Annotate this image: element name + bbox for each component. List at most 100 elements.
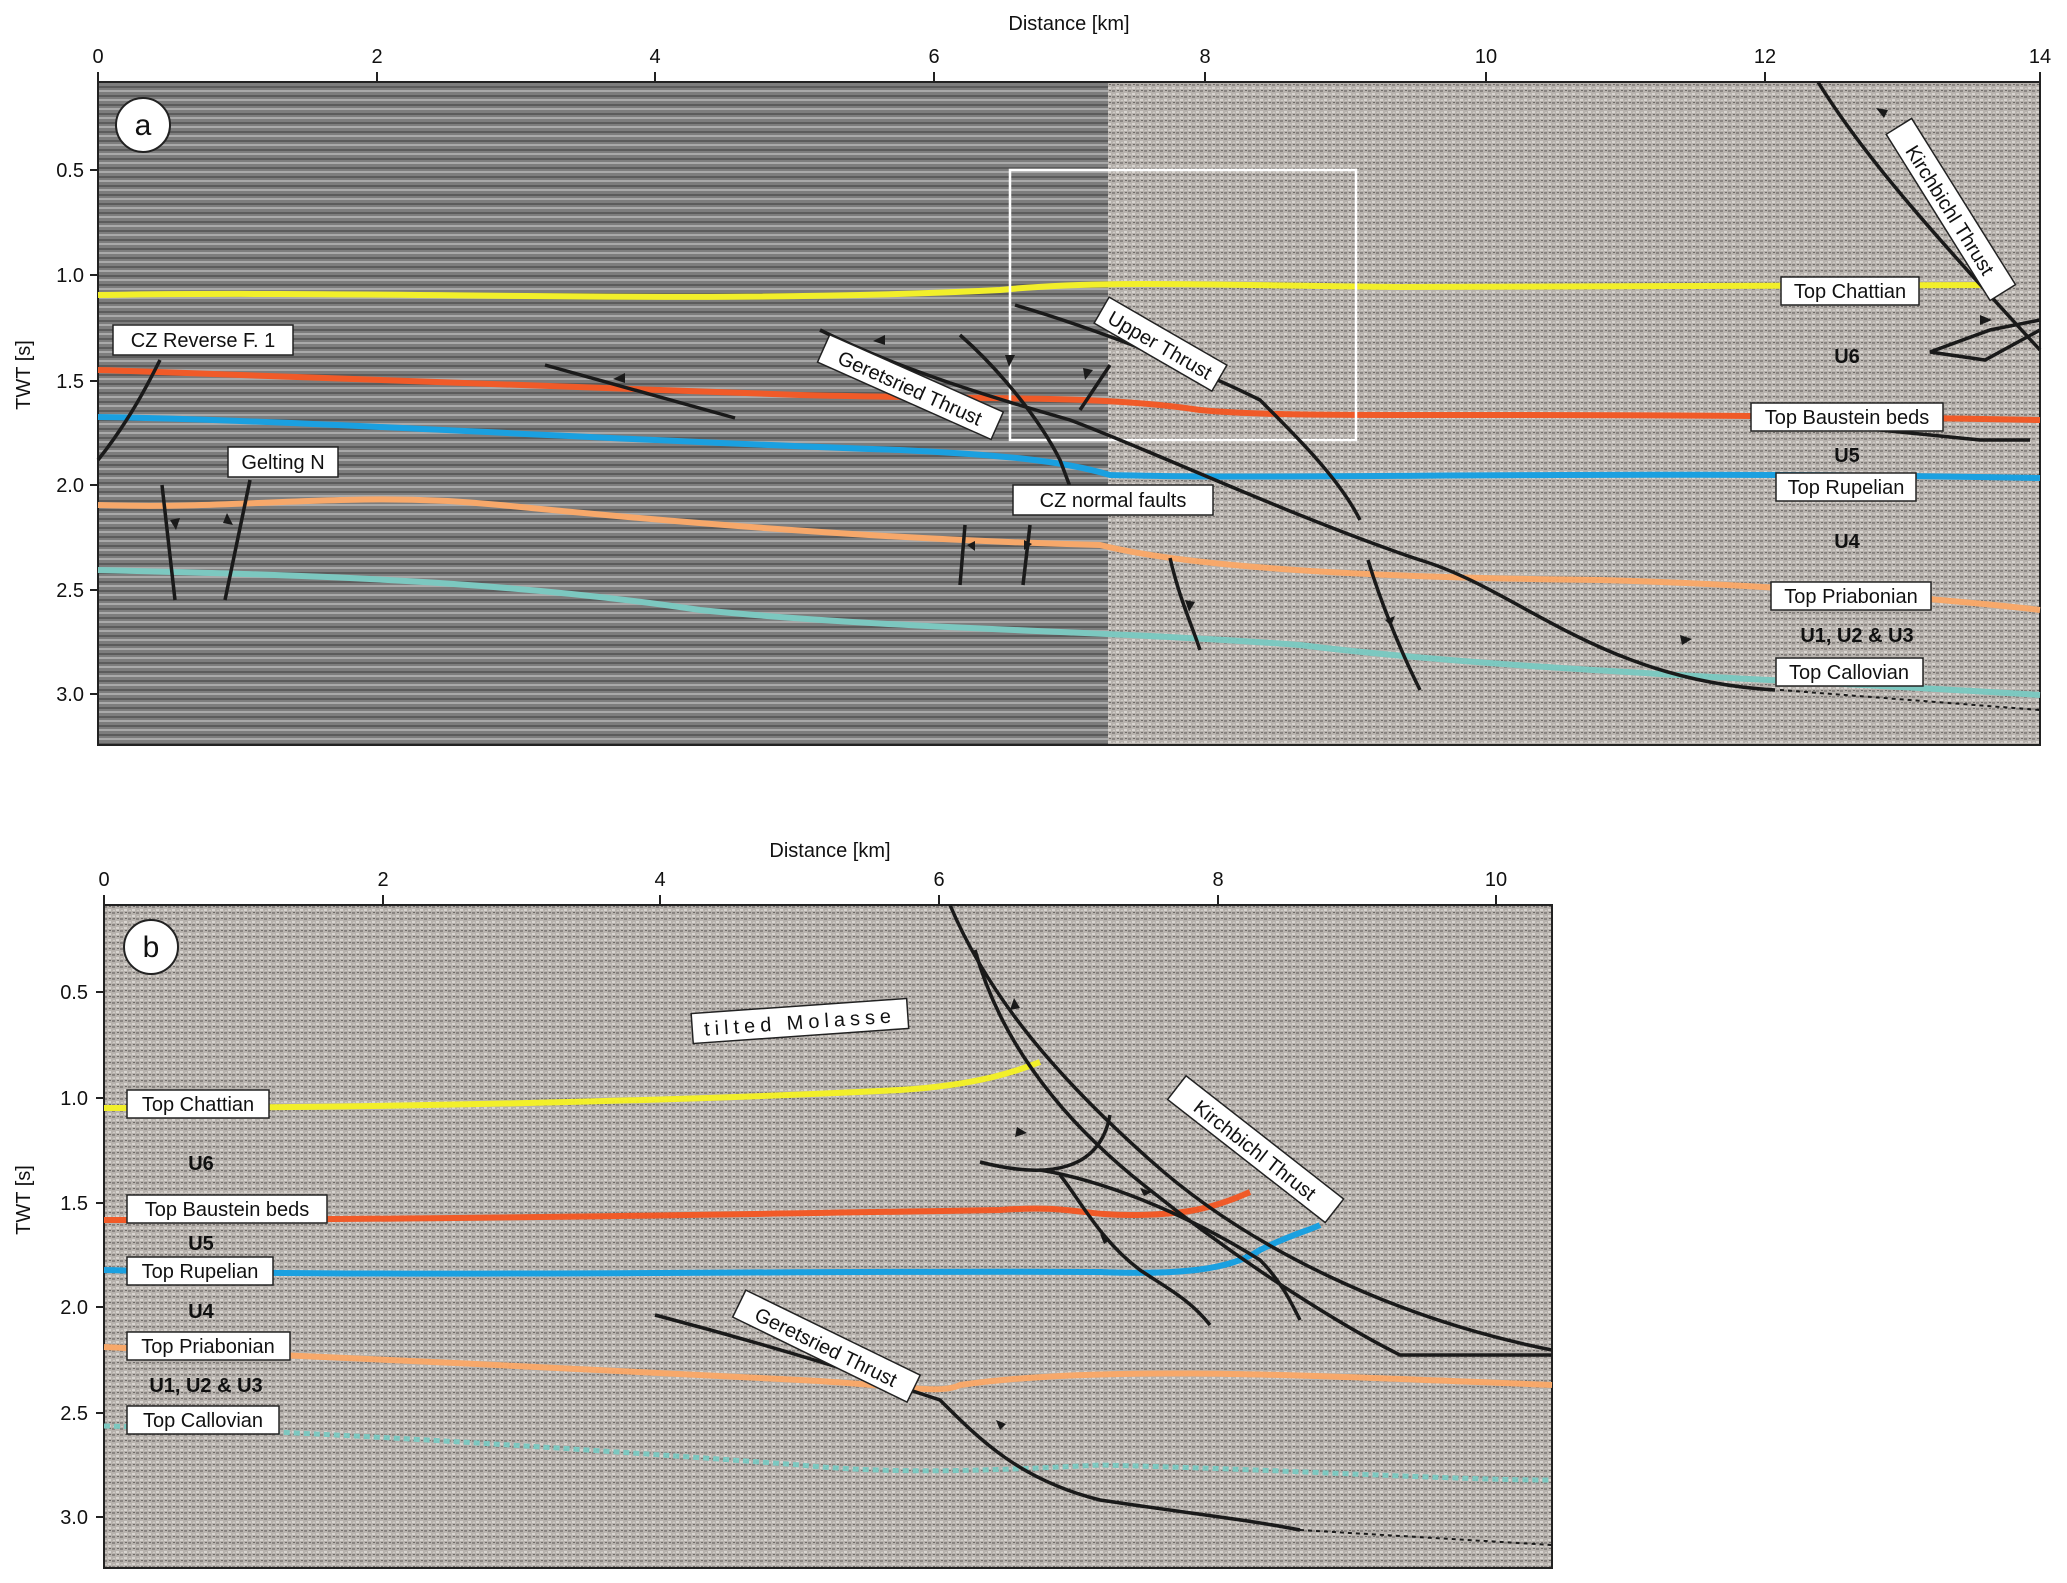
x-axis (103, 895, 1497, 905)
y-tick-label: 1.0 (60, 1088, 88, 1110)
panel-a-frame (97, 81, 2041, 746)
x-tick-label: 8 (1212, 869, 1223, 891)
y-tick-label: 1.5 (60, 1193, 88, 1215)
x-axis-title: Distance [km] (1008, 13, 1129, 35)
svg-text:Top Rupelian: Top Rupelian (1788, 477, 1905, 499)
x-tick-label: 4 (649, 46, 660, 68)
kirchbichl-thrust-fault (1816, 81, 2042, 352)
panel-letter-circle (123, 919, 179, 975)
x-tick-label: 6 (928, 46, 939, 68)
y-tick-label: 3.0 (56, 684, 84, 706)
y-axis (90, 169, 98, 695)
thrust-branch-2 (1039, 1168, 1302, 1321)
x-tick-label: 12 (1754, 46, 1776, 68)
svg-text:CZ normal faults: CZ normal faults (1040, 490, 1187, 512)
svg-text:Top Priabonian: Top Priabonian (141, 1336, 274, 1358)
horizon-label-top-rupelian: Top Rupelian (1775, 472, 1917, 502)
x-tick-label: 2 (377, 869, 388, 891)
panel-b: Distance [km] 0 2 4 6 8 10 TWT [s] 0.5 1… (13, 840, 1553, 1569)
x-tick-label: 4 (654, 869, 665, 891)
fault-label-gelting: Gelting N (227, 446, 339, 478)
panel-letter-circle (115, 97, 171, 153)
thrust-tip-dashed (1779, 689, 2041, 711)
panel-a: Distance [km] 0 2 4 6 8 10 12 14 TWT [s]… (13, 13, 2051, 746)
upper-thrust-fault (1014, 303, 1362, 521)
y-tick-label: 0.5 (60, 982, 88, 1004)
unit-label-u5: U5 (188, 1233, 214, 1255)
panel-letter: a (135, 109, 152, 142)
horizon-top-baustein (97, 367, 2041, 423)
horizon-top-rupelian (103, 1222, 1322, 1277)
horizon-label-top-chattian: Top Chattian (1780, 276, 1920, 306)
svg-text:Top Chattian: Top Chattian (1794, 281, 1906, 303)
fault-label-cz-normal: CZ normal faults (1012, 484, 1214, 516)
arrow-icon (1010, 998, 1020, 1010)
backthrust-fault-1 (544, 363, 736, 420)
faults (654, 904, 1553, 1532)
svg-text:CZ Reverse F. 1: CZ Reverse F. 1 (131, 330, 275, 352)
horizon-label-top-chattian: Top Chattian (126, 1089, 270, 1119)
geretsried-dashed-tip (1299, 1529, 1553, 1546)
arrow-icon (1015, 1127, 1027, 1137)
panel-b-frame (103, 904, 1553, 1569)
x-axis (97, 72, 2041, 82)
horizon-label-top-callovian: Top Callovian (1775, 657, 1924, 687)
unit-label-u123: U1, U2 & U3 (1800, 625, 1913, 647)
arrow-icon (1980, 315, 1992, 325)
fault-label-cz-reverse: CZ Reverse F. 1 (112, 324, 294, 356)
x-tick-label: 14 (2029, 46, 2051, 68)
y-tick-label: 2.5 (56, 580, 84, 602)
detail-box (1008, 168, 1358, 442)
svg-text:Top Baustein beds: Top Baustein beds (1765, 407, 1930, 429)
arrow-icon (170, 518, 180, 530)
x-tick-label: 10 (1475, 46, 1497, 68)
faults (96, 81, 2042, 692)
arrow-icon (996, 1420, 1006, 1430)
y-axis-title: TWT [s] (13, 1165, 35, 1235)
y-axis (96, 991, 104, 1518)
x-tick-label: 2 (371, 46, 382, 68)
kirchbichl-upper-fault (973, 949, 1552, 1357)
svg-text:Top Rupelian: Top Rupelian (142, 1261, 259, 1283)
arrow-icon (1876, 108, 1888, 118)
arrow-icon (223, 513, 233, 525)
geretsried-thrust-fault (819, 328, 1776, 692)
x-tick-label: 8 (1199, 46, 1210, 68)
arrow-icon (1100, 1234, 1110, 1244)
arrow-icon (1024, 540, 1032, 550)
horizon-label-top-priabonian: Top Priabonian (1770, 581, 1932, 611)
arrow-icon (1680, 635, 1692, 645)
unit-label-u6: U6 (188, 1153, 214, 1175)
horizon-top-chattian (97, 280, 1996, 300)
svg-text:Top Chattian: Top Chattian (142, 1094, 254, 1116)
gelting-fault-1 (160, 484, 177, 601)
unit-label-u5: U5 (1834, 445, 1860, 467)
cz-normal-fault-3 (1168, 557, 1202, 651)
panel-letter: b (143, 931, 160, 964)
y-tick-label: 1.0 (56, 265, 84, 287)
arrow-icon (1005, 355, 1015, 367)
cz-normal-fault-1 (958, 524, 967, 586)
horizon-top-callovian (103, 1423, 1553, 1483)
svg-text:Top Baustein beds: Top Baustein beds (145, 1199, 310, 1221)
thrust-branch-3 (1058, 1173, 1212, 1327)
unit-label-u4: U4 (188, 1301, 214, 1323)
y-tick-label: 2.5 (60, 1403, 88, 1425)
geretsried-thrust-fault (654, 1313, 1301, 1532)
svg-text:Top Callovian: Top Callovian (1789, 662, 1909, 684)
x-tick-label: 10 (1485, 869, 1507, 891)
kirchbichl-thrust-fault (948, 904, 1553, 1352)
horizon-top-rupelian (97, 414, 2041, 481)
arrow-icon (1385, 616, 1395, 626)
arrow-icon (613, 373, 625, 383)
horizon-top-chattian (103, 1059, 1042, 1111)
backthrust-fault-2 (958, 333, 1077, 501)
unit-label-u4: U4 (1834, 531, 1860, 553)
fault-arrows (170, 108, 1992, 645)
y-tick-label: 1.5 (56, 371, 84, 393)
svg-text:Top Callovian: Top Callovian (143, 1410, 263, 1432)
horizon-label-top-baustein: Top Baustein beds (1750, 402, 1944, 432)
y-tick-label: 3.0 (60, 1507, 88, 1529)
svg-text:Gelting N: Gelting N (241, 452, 324, 474)
